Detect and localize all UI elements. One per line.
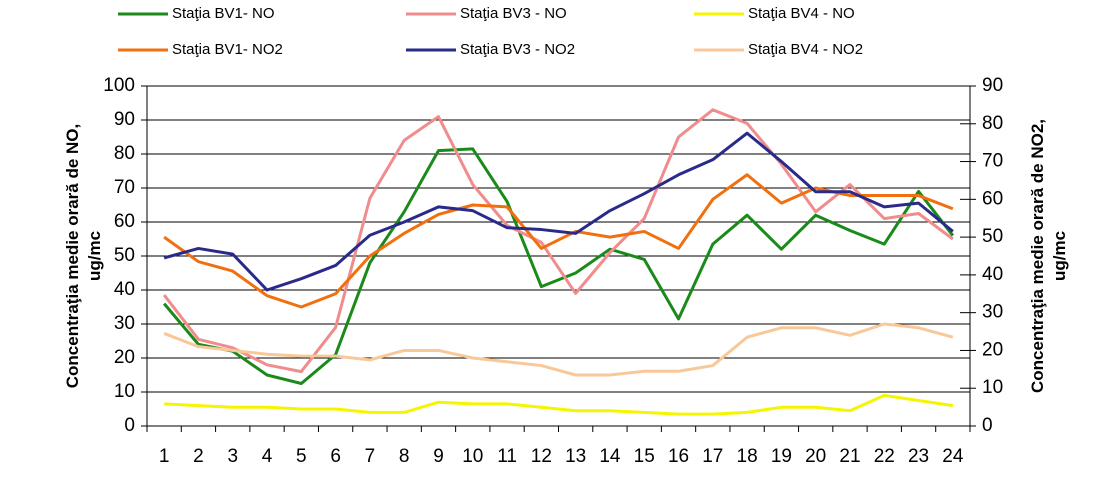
- y-tick-label: 10: [114, 381, 135, 402]
- series-line: [163, 131, 954, 292]
- y-axis-label-line: ug/mc: [85, 231, 104, 281]
- x-tick-label: 21: [839, 446, 860, 467]
- x-tick-label: 17: [702, 446, 723, 467]
- y-tick-label: 80: [114, 143, 135, 164]
- y2-tick-label: 10: [982, 377, 1003, 398]
- x-tick-label: 14: [599, 446, 621, 467]
- series-line: [162, 147, 955, 385]
- x-tick-label: 7: [365, 446, 376, 467]
- y-axis-label: Concentraţia medie orară de NO, ug/mc: [63, 124, 104, 389]
- legend-label: Staţia BV3 - NO2: [460, 41, 575, 58]
- y-tick-label: 50: [114, 245, 135, 266]
- x-tick-label: 3: [227, 446, 238, 467]
- y2-tick-label: 70: [982, 151, 1003, 172]
- x-tick-label: 23: [908, 446, 929, 467]
- legend-label: Staţia BV1- NO: [172, 5, 275, 22]
- x-tick-label: 15: [634, 446, 655, 467]
- y2-tick-label: 80: [982, 113, 1003, 134]
- y2-tick-label: 90: [982, 75, 1003, 96]
- series-line: [163, 322, 954, 377]
- x-tick-label: 4: [262, 446, 273, 467]
- y-tick-label: 100: [103, 75, 135, 96]
- y-tick-label: 60: [114, 211, 135, 232]
- y-tick-label: 40: [114, 279, 135, 300]
- legend-label: Staţia BV3 - NO: [460, 5, 567, 22]
- y2-tick-label: 60: [982, 188, 1003, 209]
- series-line: [163, 173, 954, 309]
- legend-label: Staţia BV1- NO2: [172, 41, 283, 58]
- y2-axis-label-line: Concentraţia medie orară de NO2,: [1028, 119, 1047, 393]
- y2-axis-label: Concentraţia medie orară de NO2, ug/mc: [1028, 119, 1069, 393]
- series-line: [164, 393, 954, 416]
- y2-tick-label: 0: [982, 415, 993, 436]
- y2-axis-label-line: ug/mc: [1050, 231, 1069, 281]
- x-tick-label: 11: [497, 446, 517, 467]
- x-tick-label: 5: [296, 446, 307, 467]
- x-tick-label: 6: [330, 446, 341, 467]
- y-tick-label: 20: [114, 347, 135, 368]
- x-tick-label: 13: [565, 446, 586, 467]
- x-tick-label: 1: [159, 446, 170, 467]
- y-tick-label: 70: [114, 177, 135, 198]
- x-tick-label: 8: [399, 446, 410, 467]
- y2-tick-label: 20: [982, 339, 1003, 360]
- x-tick-label: 16: [668, 446, 689, 467]
- y2-tick-label: 40: [982, 264, 1003, 285]
- y-tick-label: 30: [114, 313, 135, 334]
- x-tick-label: 10: [462, 446, 483, 467]
- x-tick-label: 18: [737, 446, 758, 467]
- y2-tick-label: 50: [982, 226, 1003, 247]
- x-tick-label: 19: [771, 446, 792, 467]
- x-tick-label: 9: [433, 446, 444, 467]
- x-tick-label: 20: [805, 446, 826, 467]
- x-tick-label: 2: [193, 446, 204, 467]
- x-tick-label: 22: [874, 446, 895, 467]
- series-line: [162, 108, 954, 374]
- y-tick-label: 0: [124, 415, 135, 436]
- x-tick-label: 24: [942, 446, 964, 467]
- legend-label: Staţia BV4 - NO2: [748, 41, 863, 58]
- y2-tick-label: 30: [982, 302, 1003, 323]
- y-axis-label-line: Concentraţia medie orară de NO,: [63, 124, 82, 389]
- legend-label: Staţia BV4 - NO: [748, 5, 855, 22]
- y-tick-label: 90: [114, 109, 135, 130]
- x-tick-label: 12: [531, 446, 552, 467]
